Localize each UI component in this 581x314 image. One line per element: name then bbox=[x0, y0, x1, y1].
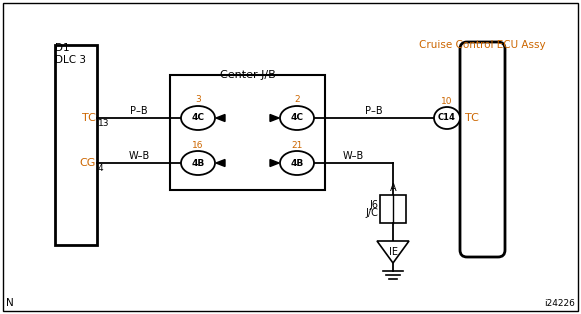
Ellipse shape bbox=[181, 106, 215, 130]
Text: 16: 16 bbox=[192, 140, 204, 149]
Text: A: A bbox=[390, 183, 396, 193]
Text: 13: 13 bbox=[98, 119, 109, 128]
Text: 4C: 4C bbox=[290, 113, 303, 122]
Polygon shape bbox=[270, 160, 279, 166]
Text: Cruise Control ECU Assy: Cruise Control ECU Assy bbox=[419, 40, 546, 50]
Ellipse shape bbox=[280, 106, 314, 130]
Text: 4B: 4B bbox=[191, 159, 205, 167]
Text: 2: 2 bbox=[294, 95, 300, 105]
Text: N: N bbox=[6, 298, 14, 308]
Bar bbox=[170, 75, 325, 190]
Text: J/C: J/C bbox=[365, 208, 378, 218]
FancyBboxPatch shape bbox=[460, 42, 505, 257]
Text: TC: TC bbox=[82, 113, 96, 123]
Ellipse shape bbox=[280, 151, 314, 175]
Text: IE: IE bbox=[389, 247, 397, 257]
Text: P–B: P–B bbox=[130, 106, 148, 116]
Polygon shape bbox=[216, 115, 225, 122]
Text: TC: TC bbox=[465, 113, 479, 123]
Text: P–B: P–B bbox=[365, 106, 383, 116]
Ellipse shape bbox=[434, 107, 460, 129]
Text: D1
DLC 3: D1 DLC 3 bbox=[55, 43, 86, 65]
Text: 4C: 4C bbox=[192, 113, 205, 122]
Text: i24226: i24226 bbox=[544, 299, 575, 308]
Text: 4: 4 bbox=[98, 164, 103, 173]
Polygon shape bbox=[216, 160, 225, 166]
Text: 4B: 4B bbox=[290, 159, 304, 167]
Polygon shape bbox=[270, 115, 279, 122]
Text: CG: CG bbox=[80, 158, 96, 168]
Text: 3: 3 bbox=[195, 95, 201, 105]
Bar bbox=[380, 195, 406, 223]
Ellipse shape bbox=[181, 151, 215, 175]
Text: 21: 21 bbox=[291, 140, 303, 149]
Text: C14: C14 bbox=[438, 113, 456, 122]
Text: W–B: W–B bbox=[128, 151, 150, 161]
Text: W–B: W–B bbox=[343, 151, 364, 161]
Text: 10: 10 bbox=[441, 96, 453, 106]
Text: Center J/B: Center J/B bbox=[220, 70, 275, 80]
Polygon shape bbox=[377, 241, 409, 263]
Text: J6: J6 bbox=[369, 200, 378, 210]
Bar bbox=[55, 45, 97, 245]
